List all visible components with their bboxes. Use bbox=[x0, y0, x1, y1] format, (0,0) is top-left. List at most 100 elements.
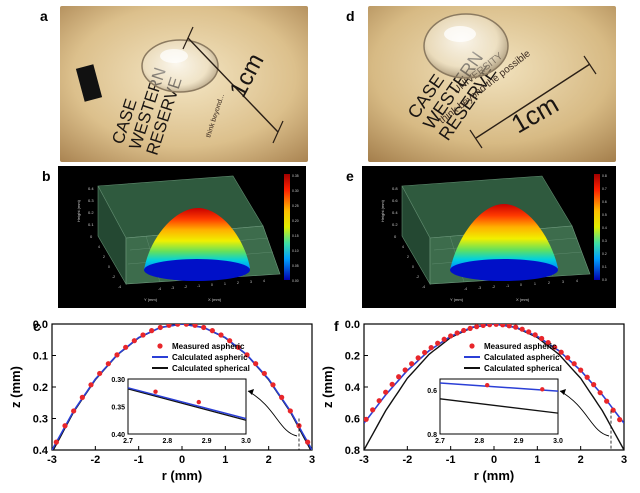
svg-text:0.05: 0.05 bbox=[292, 264, 299, 268]
measured-point bbox=[305, 439, 311, 445]
panel-label-b: b bbox=[42, 168, 51, 184]
svg-text:0.1: 0.1 bbox=[602, 265, 607, 269]
measured-point bbox=[409, 361, 415, 367]
measured-point bbox=[166, 324, 172, 328]
x-tick-label-1: -2 bbox=[90, 454, 100, 466]
x-tick-label-5: 2 bbox=[578, 454, 584, 466]
svg-text:2: 2 bbox=[237, 281, 239, 285]
series-line-spherical bbox=[364, 324, 624, 450]
measured-point bbox=[474, 324, 480, 330]
legend-label-measured: Measured aspheric bbox=[484, 342, 557, 351]
svg-text:0.35: 0.35 bbox=[292, 174, 299, 178]
measured-point bbox=[227, 338, 233, 344]
svg-text:0: 0 bbox=[394, 234, 397, 239]
measured-point bbox=[383, 389, 389, 395]
svg-text:-4: -4 bbox=[422, 285, 425, 289]
measured-point bbox=[62, 423, 68, 429]
measured-point bbox=[279, 394, 285, 400]
surface-plot-left: 0.35 0.30 0.25 0.20 0.15 0.10 0.05 0.00 … bbox=[58, 166, 306, 308]
svg-text:0.4: 0.4 bbox=[392, 210, 398, 215]
inset-y-tick-2: 0.40 bbox=[111, 432, 125, 439]
measured-point bbox=[270, 382, 276, 388]
measured-point bbox=[53, 439, 59, 445]
svg-text:-2: -2 bbox=[112, 275, 115, 279]
svg-text:0.30: 0.30 bbox=[292, 189, 299, 193]
inset-measured-point bbox=[196, 399, 201, 405]
x-tick-label-0: -3 bbox=[47, 454, 57, 466]
svg-text:0.15: 0.15 bbox=[292, 234, 299, 238]
surface-plot-right-svg: 0.8 0.7 0.6 0.5 0.4 0.3 0.2 0.1 0.0 0.8 … bbox=[380, 174, 607, 302]
profile-chart-c-svg: -3 -2 -1 0 1 2 3 0.0 0.1 0.2 0.3 0.4 r (mm) z (mm) 2.7… bbox=[8, 319, 315, 483]
inset-y-tick-0: 0.30 bbox=[111, 377, 125, 384]
svg-text:0.4: 0.4 bbox=[602, 226, 607, 230]
legend: Measured aspheric Calculated aspheric Calc… bbox=[152, 342, 250, 373]
svg-text:0.2: 0.2 bbox=[602, 252, 607, 256]
surface-plot-right: 0.8 0.7 0.6 0.5 0.4 0.3 0.2 0.1 0.0 0.8 … bbox=[362, 166, 616, 308]
profile-chart-f: -3 -2 -1 0 1 2 3 0.0 0.2 0.4 0.6 0.8 r (mm) z (mm) 2.7… bbox=[320, 316, 638, 488]
svg-text:0.3: 0.3 bbox=[602, 239, 607, 243]
inset-y-tick-1: 0.8 bbox=[427, 432, 437, 439]
panel-label-c: c bbox=[33, 318, 41, 334]
svg-text:0.00: 0.00 bbox=[292, 279, 299, 283]
measured-point bbox=[422, 349, 428, 356]
inset-measured-point bbox=[485, 382, 490, 388]
y-axis-label-right: Y (mm) bbox=[450, 297, 464, 302]
measured-point bbox=[287, 408, 293, 414]
svg-text:0: 0 bbox=[520, 283, 522, 287]
measured-point bbox=[467, 325, 473, 332]
measured-point bbox=[526, 329, 532, 335]
y-tick-label-3: 0.6 bbox=[345, 414, 360, 426]
x-tick-label-3: 0 bbox=[491, 454, 497, 466]
lens-left bbox=[141, 39, 219, 93]
inset-x-tick-0: 2.7 bbox=[435, 438, 445, 445]
measured-point bbox=[201, 324, 207, 331]
svg-text:-2: -2 bbox=[416, 275, 419, 279]
profile-chart-f-svg: -3 -2 -1 0 1 2 3 0.0 0.2 0.4 0.6 0.8 r (mm) z (mm) 2.7… bbox=[320, 319, 627, 483]
measured-point bbox=[183, 324, 189, 327]
svg-text:0: 0 bbox=[90, 234, 93, 239]
measured-point bbox=[192, 324, 198, 328]
measured-point bbox=[454, 330, 460, 336]
inset-x-tick-0: 2.7 bbox=[123, 438, 133, 445]
measured-point bbox=[441, 336, 447, 342]
svg-text:-3: -3 bbox=[478, 286, 481, 290]
y-axis-label: z (mm) bbox=[322, 366, 335, 408]
inset-y-tick-0: 0.6 bbox=[427, 388, 437, 395]
zoom-arrow bbox=[559, 390, 610, 437]
svg-text:0.8: 0.8 bbox=[392, 186, 398, 191]
svg-text:0.2: 0.2 bbox=[88, 210, 94, 215]
y-tick-label-4: 0.8 bbox=[345, 445, 360, 457]
measured-point bbox=[97, 370, 103, 377]
measured-point bbox=[376, 398, 382, 404]
inset-line-aspheric bbox=[127, 387, 247, 420]
svg-text:0.10: 0.10 bbox=[292, 249, 299, 253]
inset-x-tick-1: 2.8 bbox=[162, 438, 172, 445]
lens-photo-left-image: CASE WESTERN RESERVE think beyond... 1cm bbox=[60, 6, 308, 162]
svg-text:0.6: 0.6 bbox=[602, 200, 607, 204]
zoom-arrow-head bbox=[248, 389, 254, 395]
svg-text:3: 3 bbox=[250, 280, 252, 284]
legend: Measured aspheric Calculated aspheric Calc… bbox=[464, 342, 562, 373]
y-tick-label-3: 0.3 bbox=[33, 414, 48, 426]
svg-text:1: 1 bbox=[534, 282, 536, 286]
svg-text:4: 4 bbox=[576, 279, 578, 283]
measured-point bbox=[402, 367, 408, 373]
x-tick-label-6: 3 bbox=[621, 454, 627, 466]
measured-point bbox=[435, 340, 441, 346]
inset-x-tick-2: 2.9 bbox=[202, 438, 212, 445]
svg-text:0.6: 0.6 bbox=[392, 198, 398, 203]
measured-point bbox=[123, 344, 129, 350]
measured-point bbox=[140, 332, 146, 338]
legend-label-measured: Measured aspheric bbox=[172, 342, 245, 351]
svg-text:0: 0 bbox=[211, 283, 213, 287]
surface-plot-left-svg: 0.35 0.30 0.25 0.20 0.15 0.10 0.05 0.00 … bbox=[76, 174, 299, 302]
measured-point bbox=[448, 333, 454, 339]
panel-label-e: e bbox=[346, 168, 354, 184]
svg-text:4: 4 bbox=[263, 279, 265, 283]
lens-photo-right-image: CASE WESTERN RESERVE UNIVERSITY think be… bbox=[368, 6, 616, 162]
panel-label-a: a bbox=[40, 8, 48, 24]
svg-text:0.3: 0.3 bbox=[88, 198, 94, 203]
black-tab bbox=[75, 64, 103, 102]
svg-text:-1: -1 bbox=[506, 284, 509, 288]
svg-text:2: 2 bbox=[407, 255, 409, 259]
